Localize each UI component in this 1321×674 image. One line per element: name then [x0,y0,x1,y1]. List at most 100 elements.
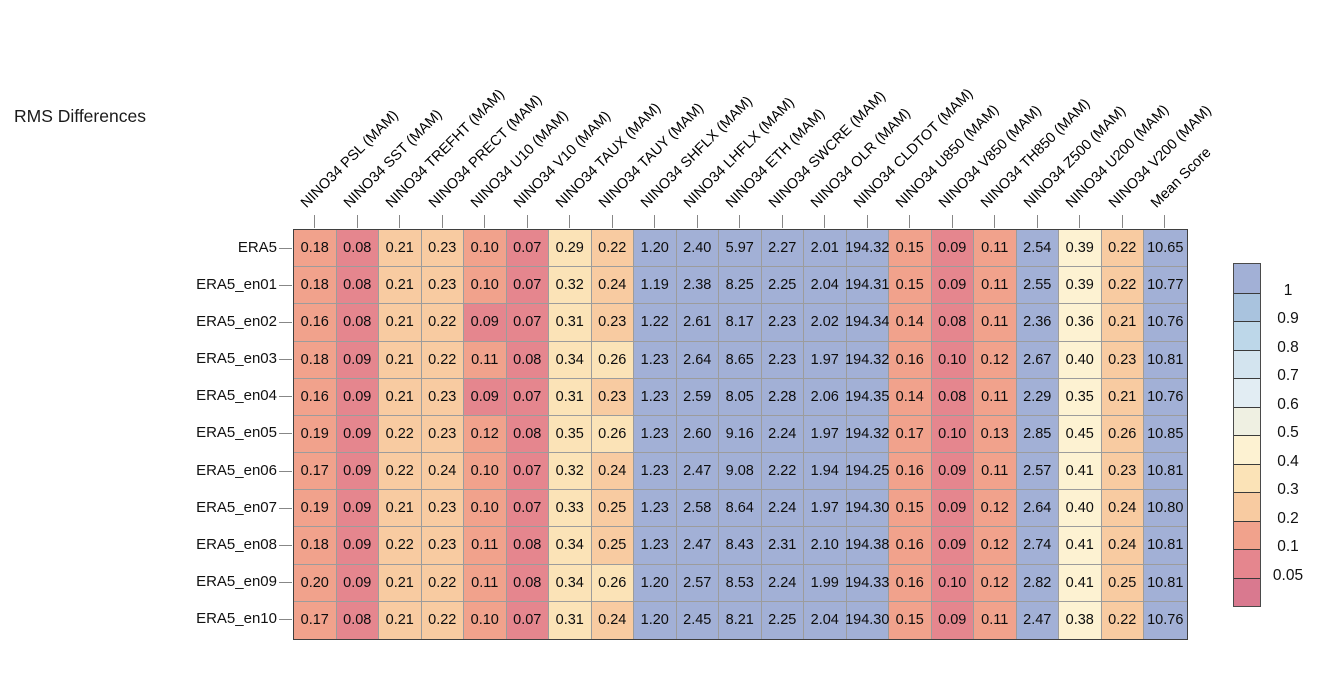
colorbar-label: 0.2 [1277,509,1299,527]
heatmap-cell: 0.10 [464,490,507,528]
heatmap-cell: 0.24 [1101,527,1144,565]
heatmap-cell: 0.39 [1059,267,1102,305]
heatmap-cell: 194.31 [845,267,889,305]
heatmap-cell: 0.18 [294,267,337,305]
row-label: ERA5_en07 [196,498,277,516]
heatmap-cell: 8.53 [719,564,762,602]
heatmap-cell: 0.23 [591,304,634,342]
heatmap-cell: 2.57 [1016,453,1059,491]
heatmap-cell: 0.26 [591,415,634,454]
heatmap-cell: 0.12 [974,527,1017,565]
heatmap-cell: 0.11 [464,341,507,379]
heatmap-cell: 0.12 [464,415,507,454]
heatmap-cell: 0.19 [294,490,337,528]
heatmap-cell: 0.07 [506,453,549,491]
heatmap-cell: 0.38 [1059,601,1102,639]
plot-title: RMS Differences [14,106,146,126]
heatmap-cell: 0.07 [506,267,549,305]
heatmap-cell: 2.25 [761,601,804,639]
heatmap-cell: 0.08 [506,415,549,454]
heatmap-cell: 2.24 [761,490,804,528]
heatmap-cell: 0.09 [336,490,379,528]
row-label: ERA5_en01 [196,275,277,293]
heatmap-cell: 10.81 [1144,564,1187,602]
heatmap-cell: 0.24 [591,453,634,491]
colorbar-label: 0.05 [1272,566,1304,584]
heatmap-cell: 0.22 [421,564,464,602]
colorbar-segment [1234,406,1260,435]
heatmap-cell: 0.39 [1059,230,1102,268]
heatmap-cell: 0.07 [506,601,549,639]
heatmap-cell: 10.85 [1144,415,1187,454]
heatmap-cell: 2.47 [1016,601,1059,639]
column-tick [569,215,571,228]
heatmap-cell: 1.97 [804,490,847,528]
heatmap-cell: 1.19 [634,267,677,305]
heatmap-cell: 0.18 [294,527,337,565]
heatmap-cell: 194.32 [845,415,889,454]
column-tick [696,215,698,228]
heatmap-cell: 0.08 [931,378,974,416]
heatmap-cell: 0.17 [294,453,337,491]
heatmap-cell: 0.33 [549,490,592,528]
column-tick [951,215,953,228]
heatmap-cell: 0.09 [336,378,379,416]
heatmap-cell: 2.01 [804,230,847,268]
heatmap-cell: 0.09 [931,267,974,305]
heatmap-cell: 8.64 [719,490,762,528]
heatmap-cell: 1.23 [634,341,677,379]
heatmap-cell: 0.09 [464,304,507,342]
heatmap-cell: 2.58 [676,490,719,528]
heatmap-cell: 10.65 [1144,230,1187,268]
heatmap-cell: 0.23 [421,490,464,528]
heatmap-cell: 2.64 [1016,490,1059,528]
heatmap-cell: 0.31 [549,304,592,342]
heatmap-cell: 0.15 [889,601,932,639]
heatmap-cell: 0.11 [974,230,1017,268]
column-tick [1121,215,1123,228]
column-tick [1079,215,1081,228]
row-label: ERA5_en09 [196,573,277,591]
heatmap-cell: 1.97 [804,415,847,454]
heatmap-cell: 1.20 [634,601,677,639]
heatmap-cell: 0.40 [1059,490,1102,528]
heatmap-cell: 2.25 [761,267,804,305]
heatmap-cell: 0.22 [591,230,634,268]
heatmap-cell: 10.76 [1144,378,1187,416]
heatmap-cell: 0.08 [506,527,549,565]
column-tick [739,215,741,228]
column-tick [611,215,613,228]
heatmap-cell: 0.31 [549,601,592,639]
heatmap-cell: 194.32 [845,341,889,379]
colorbar-segment [1234,549,1260,578]
row-label: ERA5_en10 [196,610,277,628]
colorbar-label: 0.6 [1277,395,1299,413]
heatmap-cell: 2.23 [761,341,804,379]
heatmap-cell: 0.21 [379,564,422,602]
heatmap-cell: 2.02 [804,304,847,342]
heatmap-cell: 1.23 [634,453,677,491]
heatmap-cell: 1.20 [634,230,677,268]
heatmap-cell: 0.23 [421,378,464,416]
heatmap-cell: 0.16 [889,564,932,602]
heatmap-cell: 2.54 [1016,230,1059,268]
heatmap-cell: 0.26 [591,564,634,602]
heatmap-cell: 0.15 [889,267,932,305]
heatmap-cell: 0.09 [336,527,379,565]
colorbar-segment [1234,520,1260,549]
heatmap-cell: 0.26 [1101,415,1144,454]
heatmap-cell: 0.16 [889,453,932,491]
column-tick [654,215,656,228]
heatmap-cell: 0.14 [889,304,932,342]
heatmap-cell: 2.47 [676,527,719,565]
heatmap-cell: 0.20 [294,564,337,602]
heatmap-cell: 0.09 [931,527,974,565]
heatmap-cell: 10.76 [1144,601,1187,639]
colorbar-label: 0.1 [1277,538,1299,555]
heatmap-cell: 0.15 [889,230,932,268]
heatmap-cell: 0.22 [1101,601,1144,639]
row-label: ERA5 [237,238,277,256]
heatmap-cell: 9.08 [719,453,762,491]
heatmap-cell: 2.06 [804,378,847,416]
